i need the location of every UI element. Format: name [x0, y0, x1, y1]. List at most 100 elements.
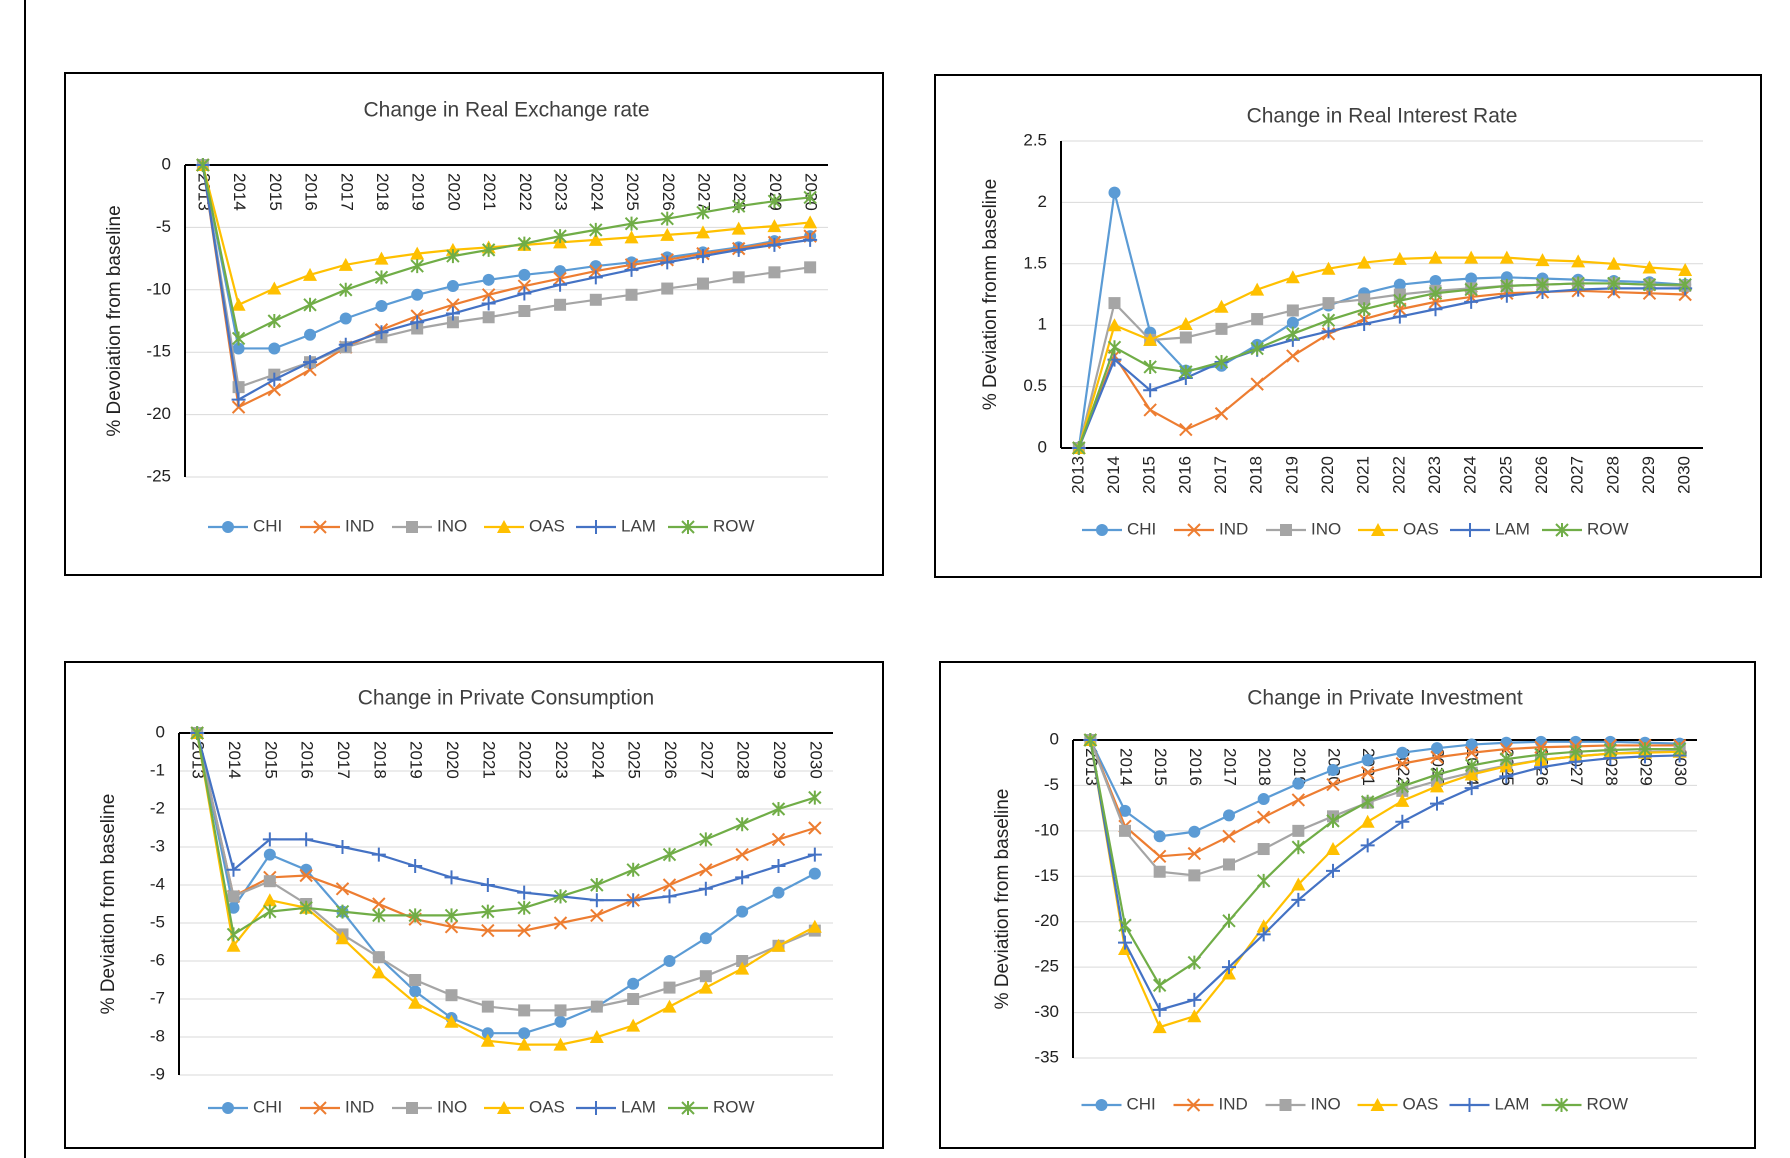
- point: [1499, 752, 1514, 767]
- point: [1256, 919, 1271, 933]
- point: [1606, 256, 1621, 270]
- point: [1291, 877, 1306, 891]
- y-tick-label: 0: [1038, 437, 1047, 456]
- legend-marker: [1462, 1098, 1477, 1112]
- point: [1292, 824, 1305, 837]
- point: [771, 832, 786, 847]
- point: [731, 242, 746, 257]
- point: [1153, 865, 1166, 878]
- point: [1395, 814, 1410, 829]
- point: [1107, 318, 1122, 332]
- point: [1569, 735, 1582, 748]
- point: [226, 927, 241, 942]
- point: [771, 802, 786, 816]
- point: [1152, 978, 1167, 993]
- point: [1638, 742, 1652, 757]
- point: [735, 870, 750, 885]
- legend-label: IND: [1219, 519, 1248, 538]
- point: [262, 832, 277, 847]
- point: [196, 158, 210, 172]
- point: [303, 297, 317, 312]
- x-tick-label: 2020: [444, 173, 463, 211]
- series-line: [201, 164, 811, 402]
- point: [660, 255, 675, 270]
- x-tick-label: 2016: [1175, 456, 1194, 494]
- point: [808, 821, 822, 835]
- point: [625, 288, 638, 301]
- y-tick-label: -2: [150, 798, 165, 817]
- legend-marker: [1187, 523, 1201, 537]
- y-tick-label: -7: [150, 988, 165, 1007]
- point: [1361, 753, 1374, 766]
- legend-marker: [1280, 524, 1292, 536]
- point: [626, 893, 641, 908]
- point: [338, 337, 353, 352]
- point: [1642, 277, 1657, 292]
- legend-marker: [589, 520, 603, 534]
- point: [624, 230, 639, 244]
- point: [517, 286, 532, 301]
- point: [1250, 282, 1265, 296]
- point: [660, 227, 675, 241]
- point: [1152, 849, 1167, 864]
- y-tick-label: -6: [150, 950, 165, 969]
- x-tick-label: 2019: [409, 173, 428, 211]
- point: [554, 1015, 567, 1028]
- chart-title: Change in Real Exchange rate: [363, 99, 649, 122]
- legend-marker: [1463, 523, 1477, 537]
- point: [662, 889, 677, 904]
- point: [227, 901, 240, 914]
- point: [445, 989, 458, 1002]
- point: [590, 1000, 603, 1013]
- legend-label: LAM: [621, 1097, 656, 1116]
- point: [1285, 270, 1300, 284]
- y-tick-label: 2.5: [1023, 130, 1047, 149]
- point: [1286, 349, 1300, 363]
- y-tick-label: -30: [1034, 1002, 1059, 1021]
- x-tick-label: 2023: [1425, 456, 1444, 494]
- point: [772, 886, 785, 899]
- point: [1291, 892, 1306, 907]
- legend-marker: [1371, 523, 1385, 536]
- point: [1464, 282, 1478, 297]
- point: [731, 199, 746, 214]
- point: [807, 919, 822, 933]
- legend-marker: [497, 520, 511, 533]
- point: [481, 242, 496, 257]
- x-tick-label: 2026: [659, 173, 678, 211]
- point: [660, 211, 674, 226]
- x-tick-label: 2024: [1461, 456, 1480, 494]
- point: [232, 342, 245, 355]
- legend-label: LAM: [1495, 519, 1530, 538]
- point: [1153, 830, 1166, 843]
- point: [517, 236, 532, 251]
- point: [1119, 804, 1131, 817]
- point: [698, 881, 713, 896]
- point: [1179, 364, 1193, 379]
- point: [338, 257, 353, 271]
- point: [767, 194, 782, 209]
- point: [588, 232, 603, 246]
- x-tick-label: 2016: [298, 741, 317, 779]
- point: [1223, 858, 1235, 871]
- y-tick-label: 0: [1050, 729, 1059, 748]
- point: [1465, 738, 1478, 751]
- point: [446, 316, 459, 329]
- point: [1360, 794, 1375, 809]
- x-tick-label: 2025: [623, 173, 642, 211]
- y-tick-label: 1.5: [1023, 253, 1047, 272]
- point: [1571, 254, 1586, 268]
- point: [1118, 935, 1132, 950]
- x-tick-label: 2026: [1532, 456, 1551, 494]
- point: [1428, 250, 1443, 264]
- point: [263, 875, 276, 888]
- y-tick-label: -20: [146, 404, 171, 423]
- legend-marker: [1370, 1098, 1385, 1111]
- series-line: [1077, 282, 1686, 449]
- point: [1215, 322, 1228, 335]
- point: [1286, 316, 1299, 329]
- x-tick-label: 2014: [1104, 456, 1123, 494]
- point: [408, 995, 423, 1009]
- point: [553, 916, 568, 930]
- point: [1256, 873, 1271, 888]
